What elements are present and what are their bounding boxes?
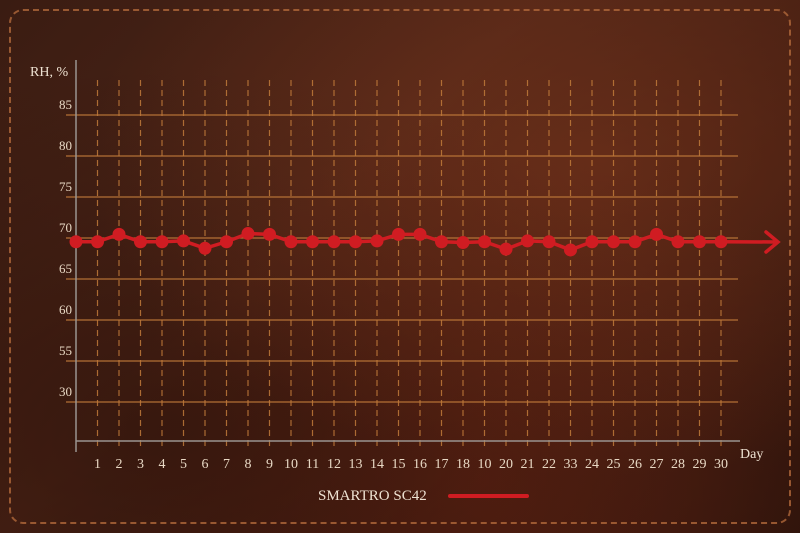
data-point bbox=[263, 227, 276, 241]
x-tick-label: 1 bbox=[94, 457, 101, 472]
y-tick-label: 60 bbox=[59, 302, 72, 317]
data-point bbox=[327, 235, 341, 249]
x-tick-label: 12 bbox=[327, 457, 341, 472]
x-tick-label: 16 bbox=[413, 457, 427, 472]
data-point bbox=[564, 243, 577, 257]
data-point bbox=[671, 235, 685, 249]
x-tick-label: 14 bbox=[370, 457, 384, 472]
data-point bbox=[585, 235, 599, 249]
x-tick-label: 10 bbox=[478, 457, 492, 472]
data-point bbox=[392, 227, 405, 241]
x-tick-label: 30 bbox=[714, 457, 728, 472]
x-tick-label: 9 bbox=[266, 457, 273, 472]
data-point bbox=[542, 235, 556, 249]
data-point bbox=[456, 236, 470, 250]
data-point bbox=[413, 227, 427, 241]
x-tick-label: 6 bbox=[202, 457, 209, 472]
x-tick-label: 25 bbox=[607, 457, 621, 472]
y-tick-label: 80 bbox=[59, 138, 72, 153]
data-point bbox=[177, 234, 190, 248]
x-tick-label: 2 bbox=[116, 457, 123, 472]
x-tick-label: 27 bbox=[650, 457, 664, 472]
legend-label: SMARTRO SC42 bbox=[318, 488, 427, 504]
x-tick-label: 3 bbox=[137, 457, 144, 472]
x-tick-label: 26 bbox=[628, 457, 642, 472]
x-tick-label: 4 bbox=[159, 457, 166, 472]
x-tick-label: 8 bbox=[245, 457, 252, 472]
data-point bbox=[349, 235, 362, 249]
x-tick-label: 22 bbox=[542, 457, 556, 472]
data-point bbox=[435, 235, 448, 249]
data-point bbox=[478, 235, 491, 249]
x-tick-label: 21 bbox=[521, 457, 535, 472]
data-point bbox=[499, 242, 513, 256]
data-point bbox=[714, 235, 728, 249]
y-tick-label: 75 bbox=[59, 179, 72, 194]
x-tick-label: 29 bbox=[693, 457, 707, 472]
data-point bbox=[241, 227, 255, 241]
data-point bbox=[370, 234, 384, 248]
x-tick-label: 24 bbox=[585, 457, 599, 472]
y-tick-label: 55 bbox=[59, 343, 72, 358]
x-tick-label: 33 bbox=[564, 457, 578, 472]
x-tick-label: 10 bbox=[284, 457, 298, 472]
y-tick-label: 70 bbox=[59, 220, 72, 235]
y-tick-label: 85 bbox=[59, 97, 72, 112]
data-point bbox=[306, 235, 319, 249]
series bbox=[69, 227, 781, 257]
x-tick-label: 11 bbox=[306, 457, 319, 472]
x-axis-label: Day bbox=[740, 447, 763, 462]
stitched-border bbox=[9, 9, 791, 524]
axes bbox=[75, 60, 740, 452]
data-point bbox=[693, 235, 706, 249]
data-point bbox=[284, 235, 298, 249]
x-tick-labels: 1 2 3 4 5 6 7 8 9 10 11 12 13 14 15 16 17 18 10 20 21 22 33 24 2… bbox=[94, 457, 728, 472]
x-tick-label: 20 bbox=[499, 457, 513, 472]
data-point bbox=[650, 227, 663, 241]
data-point bbox=[112, 227, 126, 241]
data-point bbox=[155, 235, 169, 249]
data-point bbox=[607, 235, 620, 249]
legend: SMARTRO SC42 bbox=[318, 488, 529, 504]
x-tick-label: 13 bbox=[349, 457, 363, 472]
grid bbox=[66, 80, 738, 446]
y-axis-label: RH, % bbox=[30, 65, 68, 80]
x-tick-label: 17 bbox=[435, 457, 449, 472]
x-tick-label: 15 bbox=[392, 457, 406, 472]
arrow-head-icon bbox=[764, 230, 781, 254]
x-tick-label: 5 bbox=[180, 457, 187, 472]
x-tick-label: 7 bbox=[223, 457, 230, 472]
x-tick-label: 28 bbox=[671, 457, 685, 472]
y-tick-labels: 85 80 75 70 65 60 55 30 bbox=[59, 97, 72, 399]
data-point bbox=[91, 235, 104, 249]
data-point bbox=[198, 241, 212, 255]
data-point bbox=[220, 235, 233, 249]
data-point bbox=[69, 235, 83, 249]
data-point bbox=[134, 235, 147, 249]
data-point bbox=[628, 235, 642, 249]
y-tick-label: 65 bbox=[59, 261, 72, 276]
x-tick-label: 18 bbox=[456, 457, 470, 472]
y-tick-label: 30 bbox=[59, 384, 72, 399]
data-point bbox=[521, 234, 534, 248]
